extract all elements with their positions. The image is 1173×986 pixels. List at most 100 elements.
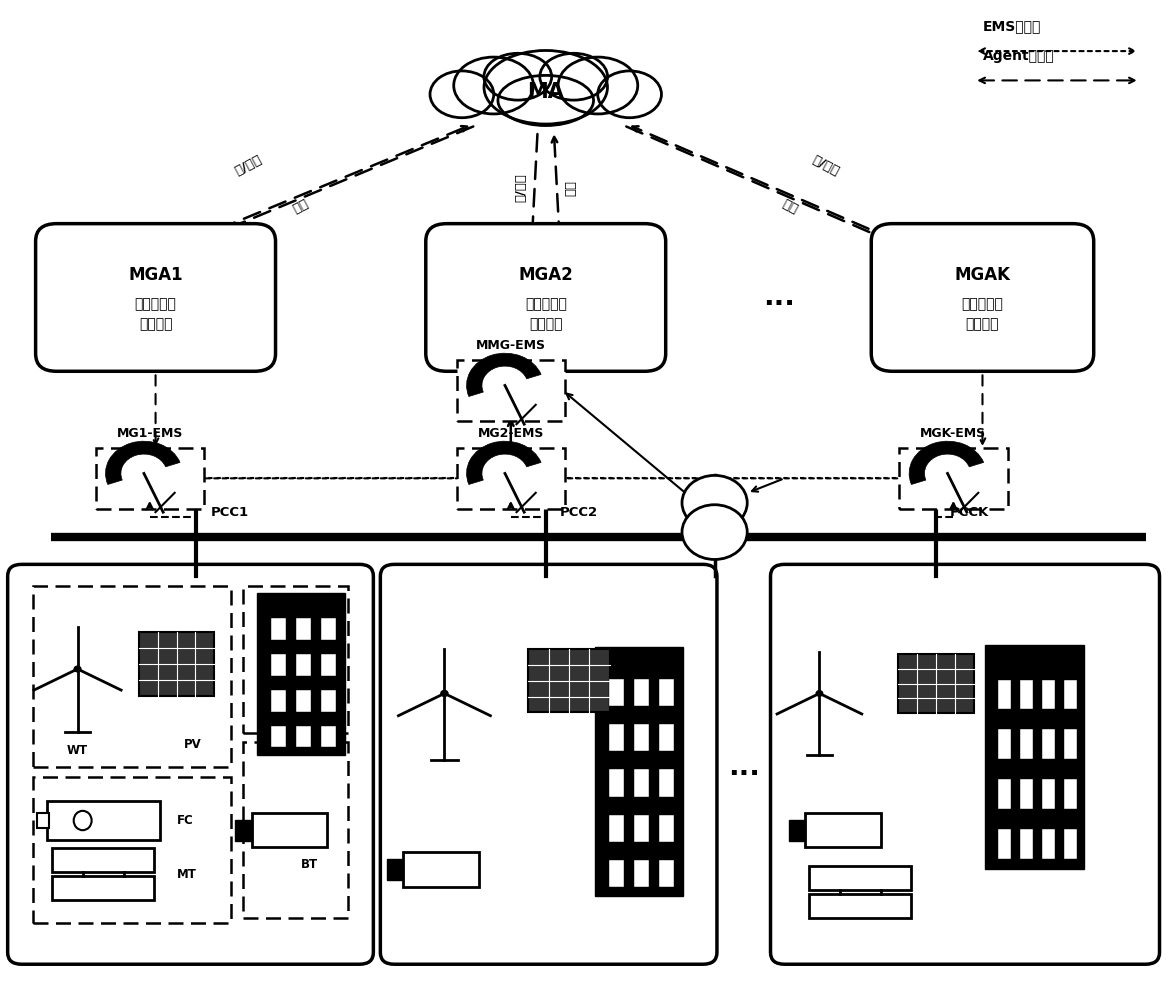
- FancyBboxPatch shape: [95, 448, 204, 509]
- Ellipse shape: [558, 57, 638, 114]
- Bar: [609, 860, 624, 887]
- Text: 价控: 价控: [565, 180, 578, 196]
- Ellipse shape: [484, 50, 608, 124]
- Bar: [297, 690, 311, 712]
- Bar: [635, 678, 649, 706]
- Ellipse shape: [598, 71, 662, 117]
- Text: PCCK: PCCK: [950, 506, 989, 519]
- Bar: [47, 802, 160, 840]
- Text: MGK-EMS: MGK-EMS: [921, 427, 986, 440]
- Text: ...: ...: [762, 283, 794, 312]
- Bar: [998, 829, 1011, 860]
- Bar: [252, 813, 327, 847]
- Bar: [236, 820, 252, 840]
- Wedge shape: [106, 441, 179, 484]
- Text: FC: FC: [177, 814, 194, 827]
- Bar: [1064, 679, 1077, 710]
- Bar: [809, 894, 911, 918]
- Text: PV: PV: [184, 738, 202, 750]
- Text: MGA2: MGA2: [518, 266, 574, 284]
- Bar: [659, 814, 674, 842]
- Circle shape: [682, 475, 747, 530]
- Bar: [659, 860, 674, 887]
- FancyBboxPatch shape: [900, 448, 1008, 509]
- Text: WT: WT: [67, 743, 88, 756]
- Wedge shape: [467, 441, 541, 484]
- Bar: [788, 820, 805, 840]
- FancyBboxPatch shape: [456, 448, 565, 509]
- Text: 基于价格的
自治优化: 基于价格的 自治优化: [962, 298, 1003, 331]
- Bar: [243, 742, 347, 918]
- Bar: [243, 586, 347, 733]
- Circle shape: [74, 667, 81, 671]
- Text: MT: MT: [177, 868, 196, 880]
- Bar: [387, 859, 404, 880]
- Circle shape: [441, 690, 448, 696]
- Bar: [1019, 730, 1033, 759]
- Bar: [404, 852, 479, 886]
- Bar: [998, 679, 1011, 710]
- Ellipse shape: [454, 57, 534, 114]
- Bar: [297, 618, 311, 640]
- Ellipse shape: [540, 53, 608, 101]
- Ellipse shape: [499, 75, 594, 125]
- FancyBboxPatch shape: [426, 224, 666, 372]
- FancyBboxPatch shape: [35, 224, 276, 372]
- Bar: [609, 814, 624, 842]
- Text: BT: BT: [300, 858, 318, 871]
- Ellipse shape: [484, 53, 551, 101]
- Bar: [33, 777, 231, 923]
- Bar: [271, 726, 286, 747]
- FancyBboxPatch shape: [380, 564, 717, 964]
- Ellipse shape: [74, 810, 91, 830]
- Bar: [271, 654, 286, 675]
- Text: MMG-EMS: MMG-EMS: [476, 339, 545, 352]
- Text: 基于价格的
自治优化: 基于价格的 自治优化: [524, 298, 567, 331]
- Bar: [595, 647, 683, 896]
- Bar: [659, 769, 674, 797]
- Text: 余/缺量: 余/缺量: [233, 153, 265, 178]
- Bar: [899, 655, 974, 713]
- Bar: [659, 678, 674, 706]
- Ellipse shape: [430, 71, 494, 117]
- Bar: [805, 813, 881, 847]
- Bar: [258, 594, 345, 754]
- Text: MGA1: MGA1: [128, 266, 183, 284]
- Text: MG1-EMS: MG1-EMS: [116, 427, 183, 440]
- Bar: [36, 813, 49, 828]
- Bar: [985, 645, 1084, 870]
- FancyBboxPatch shape: [872, 224, 1093, 372]
- Bar: [609, 724, 624, 751]
- Text: 余/缺量: 余/缺量: [809, 153, 841, 178]
- Wedge shape: [467, 353, 541, 396]
- Text: PCC1: PCC1: [210, 506, 249, 519]
- Bar: [998, 730, 1011, 759]
- Text: MGAK: MGAK: [955, 266, 1010, 284]
- Bar: [321, 654, 337, 675]
- Bar: [1042, 679, 1055, 710]
- Bar: [1042, 730, 1055, 759]
- Bar: [1019, 679, 1033, 710]
- Bar: [809, 866, 911, 889]
- Bar: [635, 860, 649, 887]
- Bar: [52, 849, 155, 873]
- Bar: [1042, 829, 1055, 860]
- Text: ...: ...: [727, 752, 760, 781]
- Bar: [528, 649, 610, 713]
- Bar: [998, 780, 1011, 810]
- Bar: [297, 726, 311, 747]
- Bar: [321, 690, 337, 712]
- Bar: [1019, 780, 1033, 810]
- Text: 余/缺量: 余/缺量: [515, 174, 528, 202]
- Circle shape: [682, 505, 747, 559]
- Bar: [659, 724, 674, 751]
- Text: MA: MA: [528, 82, 564, 102]
- Bar: [33, 586, 231, 767]
- Bar: [1064, 829, 1077, 860]
- Text: 基于价格的
自治优化: 基于价格的 自治优化: [135, 298, 176, 331]
- Circle shape: [816, 690, 822, 696]
- Bar: [1064, 730, 1077, 759]
- Bar: [609, 769, 624, 797]
- Bar: [1019, 829, 1033, 860]
- Text: MG2-EMS: MG2-EMS: [477, 427, 544, 440]
